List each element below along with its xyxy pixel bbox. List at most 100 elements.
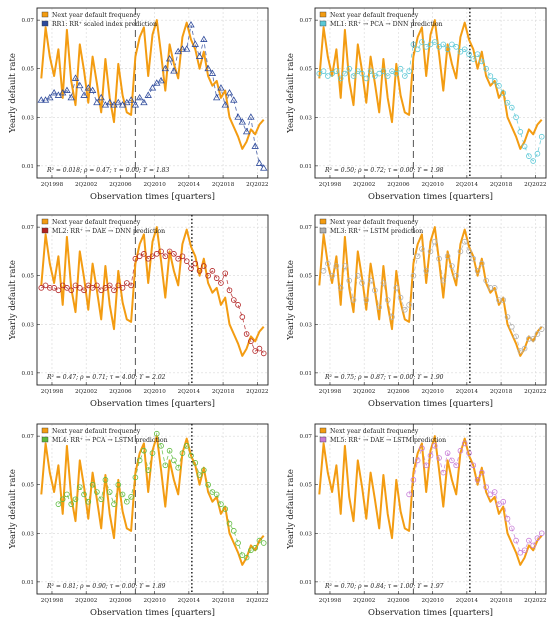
x-tick-label: 2Q2014 <box>456 598 479 604</box>
plot-frame <box>314 7 547 179</box>
model-point <box>414 457 421 464</box>
model-point <box>538 326 545 332</box>
model-point <box>248 547 254 554</box>
model-point <box>534 535 541 541</box>
model-point <box>337 285 344 291</box>
model-point <box>170 67 178 74</box>
y-tick-label: 0.07 <box>300 434 313 440</box>
model-point <box>526 537 532 544</box>
model-point <box>183 443 190 449</box>
model-series-line <box>41 24 265 169</box>
y-tick-label: 0.01 <box>22 371 34 377</box>
plot-frame <box>36 423 269 595</box>
model-point <box>68 287 75 294</box>
model-point <box>436 255 442 262</box>
model-point <box>346 277 353 284</box>
model-point <box>89 481 96 488</box>
model-point <box>359 280 365 286</box>
x-tick-label: 2Q2022 <box>246 182 269 188</box>
y-tick-label: 0.07 <box>22 434 35 440</box>
x-tick-label: 2Q2002 <box>353 598 376 604</box>
stats-annotation: R² = 0.75; ρ = 0.87; τ = 0.00; ϒ = 1.90 <box>324 374 444 381</box>
x-tick-label: 2Q2006 <box>109 182 132 188</box>
model-point <box>111 501 117 507</box>
panel-ml1: 0.01 0.03 0.05 0.07 2Q1998 2Q2002 2Q2006 2Q2010… <box>286 7 547 202</box>
model-point <box>148 84 157 91</box>
x-tick-label: 2Q2022 <box>524 598 547 604</box>
model-point <box>449 263 455 269</box>
model-point <box>217 84 225 91</box>
model-point <box>80 91 88 98</box>
legend-swatch-model <box>41 20 49 27</box>
model-point <box>453 272 459 279</box>
y-tick-label: 0.05 <box>300 67 313 73</box>
y-tick-label: 0.05 <box>22 67 35 73</box>
model-point <box>85 498 92 505</box>
legend-swatch-actual <box>41 11 49 18</box>
legend-swatch-actual <box>319 218 327 225</box>
model-point <box>410 477 417 483</box>
x-tick-label: 2Q2006 <box>387 182 410 188</box>
model-point <box>226 287 233 294</box>
model-point <box>354 272 361 279</box>
model-point <box>93 98 101 106</box>
model-point <box>329 70 335 77</box>
model-point <box>64 491 70 498</box>
x-tick-label: 2Q1998 <box>41 389 64 395</box>
model-point <box>230 528 237 534</box>
model-point <box>526 153 532 159</box>
model-point <box>333 263 340 269</box>
model-point <box>124 280 130 286</box>
model-point <box>136 253 143 260</box>
model-point <box>466 51 472 57</box>
model-point <box>201 263 207 269</box>
y-tick-label: 0.01 <box>300 580 312 586</box>
plot-area <box>37 19 268 171</box>
model-point <box>256 537 263 544</box>
model-point <box>363 297 370 303</box>
model-point <box>470 255 477 262</box>
model-point <box>389 314 395 320</box>
model-point <box>213 491 220 498</box>
model-point <box>205 481 211 488</box>
model-point <box>479 260 485 267</box>
model-point <box>453 462 459 469</box>
model-point <box>192 460 199 466</box>
model-point <box>534 150 541 157</box>
model-point <box>444 450 451 456</box>
stats-annotation: R² = 0.50; ρ = 0.72; τ = 0.00; ϒ = 1.98 <box>324 167 444 174</box>
x-tick-label: 2Q2022 <box>246 598 269 604</box>
model-point <box>37 96 45 103</box>
model-point <box>230 96 238 103</box>
model-point <box>483 484 489 490</box>
model-point <box>414 46 421 53</box>
model-point <box>157 76 165 84</box>
model-point <box>97 93 105 101</box>
model-point <box>251 142 259 149</box>
model-point <box>218 280 224 286</box>
model-point <box>171 251 177 257</box>
model-point <box>166 248 173 255</box>
model-point <box>252 545 258 551</box>
model-point <box>161 64 170 72</box>
plot-area <box>318 226 545 357</box>
legend-swatch-actual <box>319 427 327 434</box>
legend: Next year default frequency ML4: RR⁺ → PC… <box>41 427 168 444</box>
x-tick-label: 2Q2014 <box>456 389 479 395</box>
model-point <box>329 272 335 279</box>
model-point <box>491 285 498 291</box>
model-point <box>158 248 164 255</box>
legend: Next year default frequency ML5: RR⁺ → DA… <box>319 427 446 444</box>
model-point <box>255 159 264 166</box>
model-point <box>230 297 237 303</box>
model-point <box>162 462 169 469</box>
model-point <box>474 268 481 274</box>
model-point <box>221 101 229 108</box>
x-tick-label: 2Q1998 <box>41 598 64 604</box>
model-point <box>76 81 84 89</box>
model-point <box>72 496 79 503</box>
model-point <box>196 472 203 478</box>
model-point <box>42 282 49 289</box>
model-point <box>38 285 45 291</box>
x-tick-label: 2Q2014 <box>178 182 201 188</box>
